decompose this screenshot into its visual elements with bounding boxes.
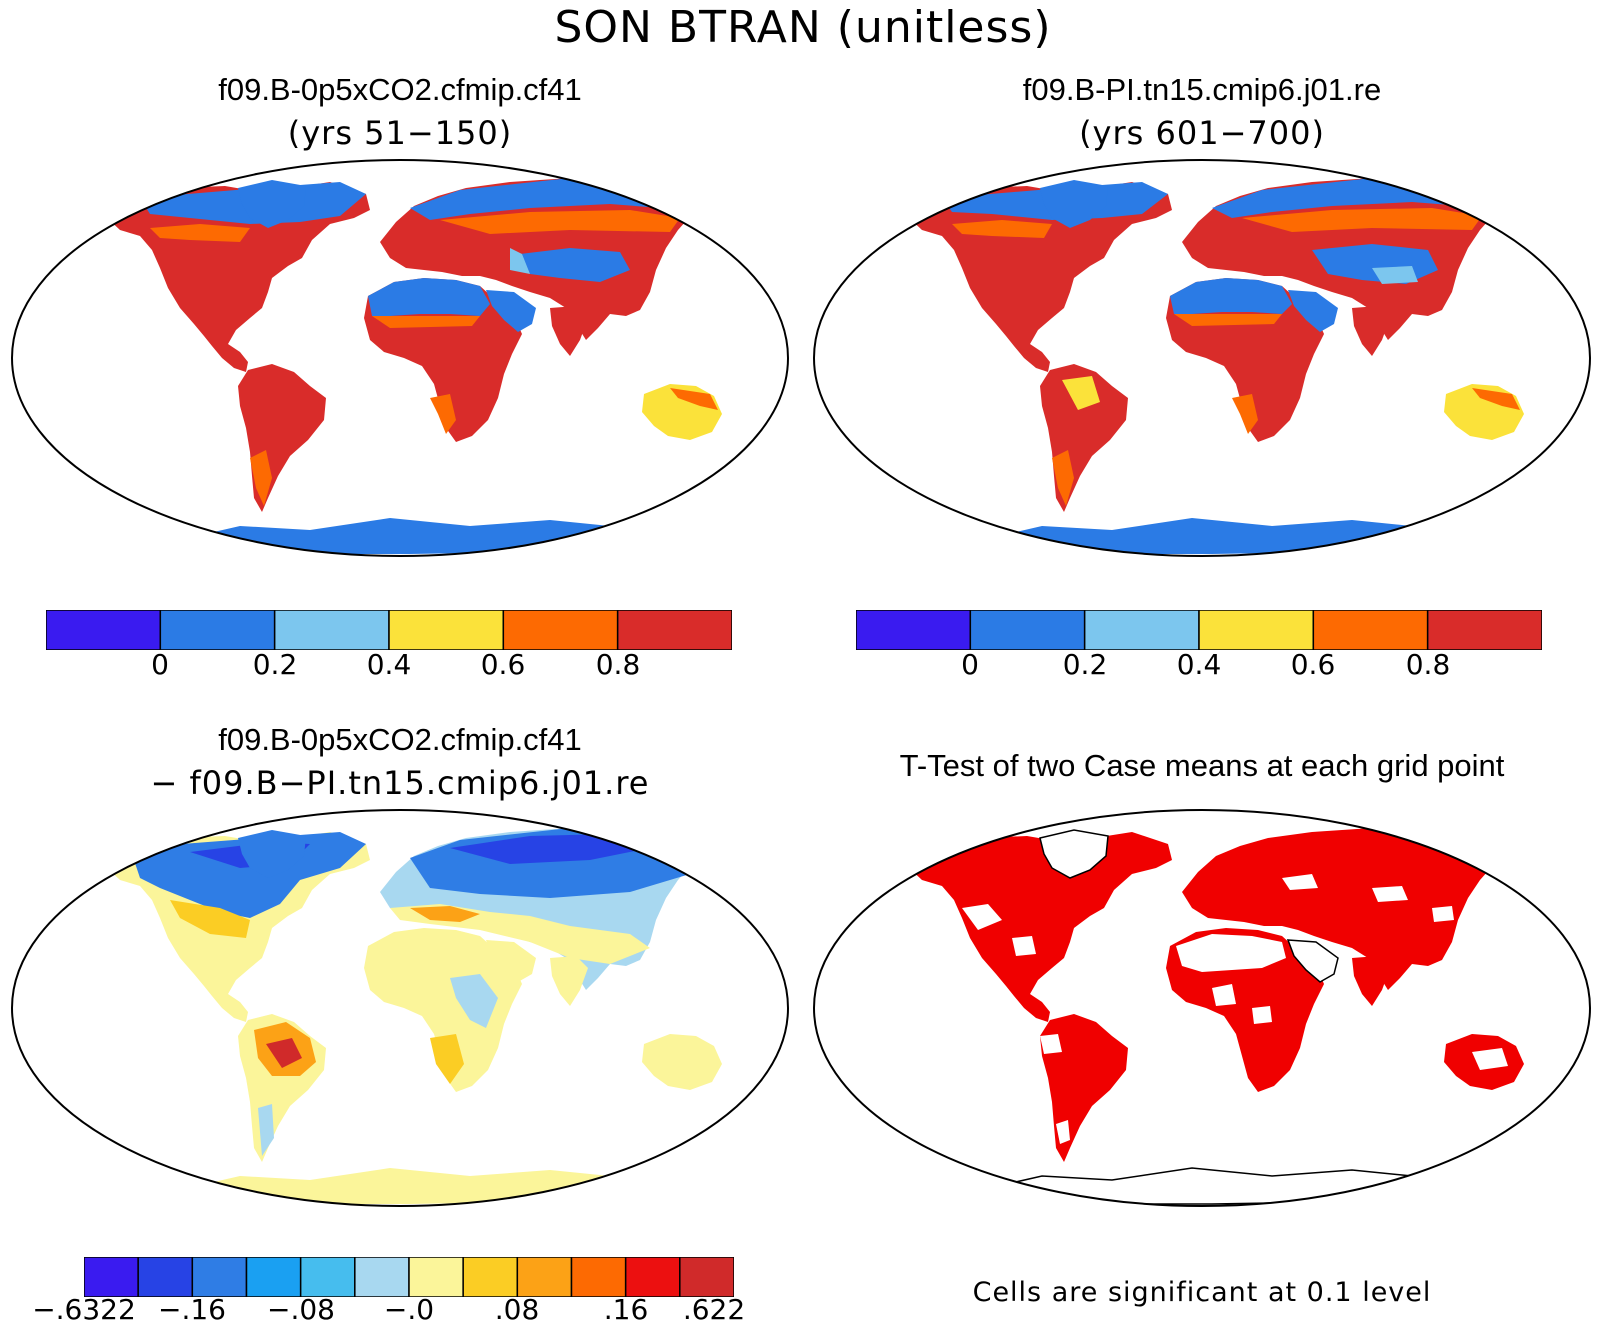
top-left-tick-2: 0.4 [366, 648, 412, 681]
figure-title: SON BTRAN (unitless) [554, 2, 1052, 53]
top-left-colorbar-swatch-4 [502, 610, 619, 650]
bottom-left-colorbar-swatch-7 [462, 1257, 519, 1297]
top-right-colorbar-swatch-4 [1312, 610, 1429, 650]
top-right-colorbar-swatch-3 [1198, 610, 1315, 650]
top-left-colorbar-swatch-3 [388, 610, 505, 650]
bottom-left-colorbar-swatch-3 [245, 1257, 302, 1297]
bottom-left-map [11, 809, 789, 1207]
bottom-left-tick-3: −.0 [383, 1293, 435, 1326]
bottom-left-tick-6: .622 [682, 1293, 746, 1326]
top-left-colorbar-swatch-1 [159, 610, 276, 650]
top-right-colorbar-swatch-2 [1083, 610, 1200, 650]
top-right-tick-1: 0.2 [1062, 648, 1108, 681]
bottom-left-tick-4: .08 [494, 1293, 540, 1326]
top-right-tick-4: 0.8 [1405, 648, 1451, 681]
bottom-right-title: T-Test of two Case means at each grid po… [899, 748, 1505, 783]
top-left-colorbar-ticks: 0 0.2 0.4 0.6 0.8 [46, 648, 732, 684]
bottom-left-tick-1: −.16 [158, 1293, 226, 1326]
bottom-left-colorbar-swatch-5 [354, 1257, 410, 1297]
bottom-left-colorbar-swatch-1 [137, 1257, 194, 1297]
significance-note: Cells are significant at 0.1 level [972, 1277, 1432, 1308]
top-right-colorbar-swatch-5 [1426, 610, 1542, 650]
top-left-colorbar-swatch-0 [46, 610, 162, 650]
top-right-tick-3: 0.6 [1290, 648, 1336, 681]
bottom-left-colorbar-swatch-11 [679, 1257, 734, 1297]
bottom-left-colorbar-swatch-9 [570, 1257, 627, 1297]
top-left-tick-1: 0.2 [252, 648, 298, 681]
bottom-left-colorbar-swatch-10 [624, 1257, 681, 1297]
bottom-left-colorbar-swatch-6 [408, 1257, 464, 1297]
top-right-subtitle: (yrs 601−700) [1079, 114, 1325, 152]
top-right-tick-0: 0 [961, 648, 979, 681]
top-right-title: f09.B-PI.tn15.cmip6.j01.re [1022, 72, 1382, 107]
bottom-left-tick-0: −.6322 [32, 1293, 136, 1326]
top-right-colorbar-ticks: 0 0.2 0.4 0.6 0.8 [856, 648, 1542, 684]
top-left-tick-4: 0.8 [595, 648, 641, 681]
bottom-left-colorbar-swatch-0 [84, 1257, 139, 1297]
bottom-right-map [813, 809, 1591, 1207]
bottom-left-colorbar-swatch-2 [191, 1257, 248, 1297]
top-right-tick-2: 0.4 [1176, 648, 1222, 681]
top-left-map [11, 159, 789, 557]
top-left-colorbar-swatch-5 [616, 610, 732, 650]
bottom-left-title: f09.B-0p5xCO2.cfmip.cf41 [218, 722, 582, 757]
bottom-left-subtitle: − f09.B−PI.tn15.cmip6.j01.re [150, 764, 650, 802]
top-right-colorbar-swatch-1 [969, 610, 1086, 650]
top-left-colorbar-swatch-2 [273, 610, 390, 650]
bottom-left-colorbar-ticks: −.6322 −.16 −.08 −.0 .08 .16 .622 [32, 1293, 745, 1326]
top-right-colorbar-swatch-0 [856, 610, 972, 650]
top-left-tick-3: 0.6 [480, 648, 526, 681]
top-left-colorbar [46, 610, 732, 650]
top-right-colorbar [856, 610, 1542, 650]
top-right-map [813, 159, 1591, 557]
bottom-left-colorbar-swatch-4 [299, 1257, 356, 1297]
bottom-left-colorbar-swatch-8 [516, 1257, 573, 1297]
top-left-tick-0: 0 [151, 648, 169, 681]
bottom-left-tick-5: .16 [603, 1293, 649, 1326]
top-left-title: f09.B-0p5xCO2.cfmip.cf41 [218, 72, 582, 107]
bottom-left-tick-2: −.08 [267, 1293, 335, 1326]
top-left-subtitle: (yrs 51−150) [287, 114, 513, 152]
bottom-left-colorbar [84, 1257, 734, 1297]
